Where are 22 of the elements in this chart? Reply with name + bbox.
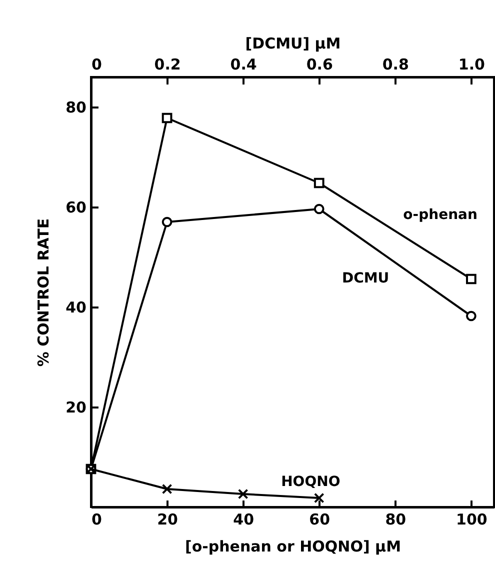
x2-tick-label: 1.0	[458, 56, 485, 74]
x2-tick-label: 0.4	[230, 56, 257, 74]
y-tick-label: 40	[66, 298, 86, 316]
y-axis-title: % CONTROL RATE	[34, 218, 53, 367]
series-label: o-phenan	[403, 207, 478, 223]
x-tick-label: 40	[233, 510, 254, 528]
x-tick-label: 0	[92, 510, 102, 528]
series-label: HOQNO	[281, 474, 340, 490]
x-tick-label: 60	[309, 510, 330, 528]
x2-axis-title: [DCMU] μM	[245, 34, 341, 52]
y-tick-label: 20	[66, 398, 86, 416]
series-label: DCMU	[342, 270, 390, 286]
y-tick-label: 60	[66, 198, 86, 216]
x2-tick-label: 0.8	[382, 56, 409, 74]
x-tick-label: 100	[456, 510, 488, 528]
y-tick-label: 80	[66, 98, 86, 116]
x-tick-label: 80	[385, 510, 406, 528]
x2-tick-label: 0.6	[306, 56, 333, 74]
x-axis-title: [o-phenan or HOQNO] μM	[184, 538, 402, 556]
x-tick-label: 20	[157, 510, 178, 528]
x2-tick-label: 0	[92, 56, 102, 74]
x2-tick-label: 0.2	[154, 56, 181, 74]
